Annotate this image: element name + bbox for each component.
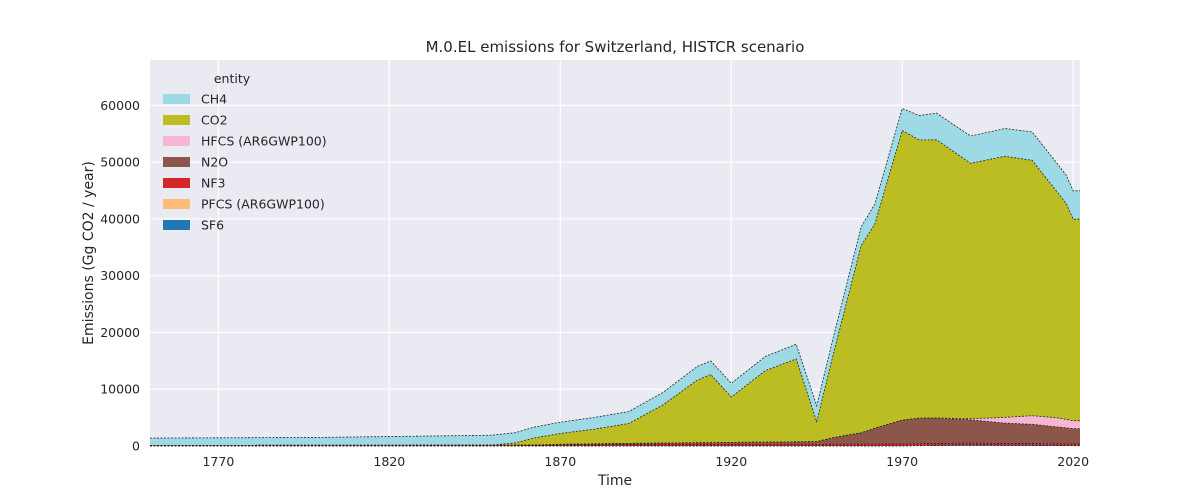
x-axis-ticks: 1770 1820 1870 1920 1970 2020 — [202, 454, 1089, 469]
legend: entity CH4 CO2 HFCS (AR6GWP100) N2O NF3 PFCS … — [163, 71, 327, 233]
y-tick-label: 50000 — [100, 155, 140, 170]
legend-swatch-nf3 — [163, 178, 190, 188]
legend-swatch-co2 — [163, 115, 190, 125]
y-tick-label: 0 — [132, 439, 140, 454]
x-tick-label: 2020 — [1057, 454, 1089, 469]
chart-title: M.0.EL emissions for Switzerland, HISTCR… — [426, 38, 805, 56]
legend-swatch-pfcs-ar6gwp100 — [163, 199, 190, 209]
y-tick-label: 60000 — [100, 98, 140, 113]
legend-swatch-sf6 — [163, 220, 190, 230]
x-tick-label: 1920 — [715, 454, 747, 469]
legend-label-ch4: CH4 — [201, 92, 227, 107]
x-tick-label: 1770 — [202, 454, 234, 469]
legend-title: entity — [214, 71, 251, 86]
area-n2o — [150, 418, 1080, 446]
legend-swatch-hfcs-ar6gwp100 — [163, 136, 190, 146]
legend-label-sf6: SF6 — [201, 218, 224, 233]
legend-swatch-ch4 — [163, 94, 190, 104]
area-edges — [149, 107, 1080, 447]
y-axis-ticks: 0 10000 20000 30000 40000 50000 60000 — [100, 98, 140, 454]
legend-label-hfcs-ar6gwp100: HFCS (AR6GWP100) — [201, 134, 327, 149]
x-tick-label: 1970 — [886, 454, 918, 469]
y-tick-label: 10000 — [100, 382, 140, 397]
legend-label-pfcs-ar6gwp100: PFCS (AR6GWP100) — [201, 197, 325, 212]
legend-label-nf3: NF3 — [201, 176, 226, 191]
y-axis-label: Emissions (Gg CO2 / year) — [81, 161, 97, 345]
x-tick-label: 1870 — [544, 454, 576, 469]
legend-swatch-n2o — [163, 157, 190, 167]
legend-label-co2: CO2 — [201, 113, 228, 128]
legend-label-n2o: N2O — [201, 155, 228, 170]
y-tick-label: 40000 — [100, 211, 140, 226]
x-axis-label: Time — [597, 473, 632, 489]
edge-co2 — [149, 130, 1080, 446]
area-hfcs-ar6gwp100 — [150, 415, 1080, 446]
area-ch4 — [150, 108, 1080, 446]
area-sf6 — [150, 445, 1080, 446]
edge-ch4 — [149, 107, 1080, 439]
x-tick-label: 1820 — [373, 454, 405, 469]
y-tick-label: 30000 — [100, 268, 140, 283]
area-co2 — [150, 130, 1080, 446]
y-tick-label: 20000 — [100, 325, 140, 340]
